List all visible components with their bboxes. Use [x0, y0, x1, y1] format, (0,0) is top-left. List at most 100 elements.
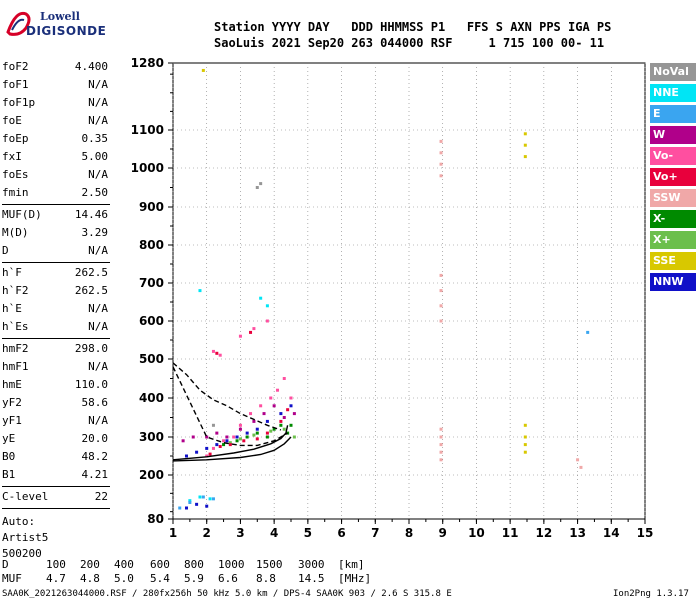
data-point [195, 502, 199, 506]
data-point [269, 429, 273, 433]
y-tick-label: 1000 [131, 161, 164, 175]
muf-value: 5.0 [114, 572, 134, 585]
y-tick-label: 900 [139, 200, 164, 214]
param-value: N/A [88, 96, 108, 109]
param-row: fxI 5.00 [2, 148, 108, 166]
param-name: foF2 [2, 60, 29, 73]
param-name: yF2 [2, 396, 22, 409]
x-tick-label: 12 [536, 526, 553, 540]
x-tick-label: 5 [304, 526, 312, 540]
param-name: MUF(D) [2, 208, 42, 221]
param-separator [2, 338, 110, 339]
y-tick-label: 800 [139, 238, 164, 252]
legend-item: Vo- [650, 147, 696, 165]
x-tick-label: 9 [439, 526, 447, 540]
trace-line [172, 362, 282, 431]
param-name: foEs [2, 168, 29, 181]
param-name: yE [2, 432, 16, 445]
param-value: 262.5 [74, 284, 108, 297]
data-point [272, 427, 276, 431]
data-point [439, 458, 443, 462]
param-value: 4.400 [74, 60, 108, 73]
param-name: h`F [2, 266, 22, 279]
autoscale-text: 500200 [2, 547, 42, 560]
data-point [222, 443, 226, 447]
data-point [289, 404, 293, 408]
data-point [218, 445, 222, 448]
x-tick-label: 10 [468, 526, 485, 540]
x-tick-label: 7 [371, 526, 379, 540]
data-point [245, 435, 249, 439]
data-point [439, 427, 443, 431]
param-row: foF1p N/A [2, 94, 108, 112]
data-point [222, 439, 226, 443]
x-tick-label: 15 [637, 526, 654, 540]
param-name: foE [2, 114, 22, 127]
data-point [269, 396, 273, 400]
data-point [178, 506, 182, 510]
legend-item: Vo+ [650, 168, 696, 186]
muf-label: MUF [2, 572, 22, 585]
param-name: hmF1 [2, 360, 29, 373]
param-name: hmE [2, 378, 22, 391]
data-point [292, 435, 296, 439]
station-header: Station YYYY DAY DDD HHMMSS P1 FFS S AXN… [214, 19, 611, 51]
data-point [181, 439, 185, 443]
data-point [211, 497, 215, 501]
data-point [255, 186, 259, 189]
data-point [198, 289, 202, 293]
data-point [265, 419, 269, 423]
distance-value: 600 [150, 558, 170, 571]
y-tick-label: 1100 [131, 123, 164, 137]
data-point [252, 433, 256, 437]
x-tick-label: 13 [569, 526, 586, 540]
param-name: B1 [2, 468, 16, 481]
trace-line [172, 366, 288, 447]
param-value: 20.0 [81, 432, 109, 445]
data-point [282, 427, 286, 431]
data-point [191, 435, 195, 439]
y-tick-label: 1280 [131, 56, 164, 70]
y-tick-label: 400 [139, 391, 164, 405]
data-point [215, 443, 219, 447]
param-value: N/A [88, 168, 108, 181]
data-point [439, 304, 443, 308]
data-point [235, 439, 239, 443]
data-point [205, 454, 209, 458]
data-point [184, 454, 188, 458]
data-point [265, 435, 269, 439]
param-value: 5.00 [81, 150, 109, 163]
data-point [265, 431, 269, 435]
data-point [184, 506, 188, 510]
legend-item: X- [650, 210, 696, 228]
data-point [439, 151, 443, 155]
data-point [586, 330, 590, 334]
legend-item: SSW [650, 189, 696, 207]
logo-mark-icon [6, 11, 31, 36]
data-point [265, 304, 269, 308]
data-point [205, 446, 209, 450]
data-point [276, 388, 280, 392]
param-row: h`E N/A [2, 300, 108, 318]
data-point [249, 330, 253, 334]
param-row: yF2 58.6 [2, 394, 108, 412]
x-tick-label: 11 [502, 526, 519, 540]
x-tick-label: 14 [603, 526, 620, 540]
param-row: C-level 22 [2, 488, 108, 506]
muf-value: 8.8 [256, 572, 276, 585]
param-name: h`E [2, 302, 22, 315]
param-name: h`F2 [2, 284, 29, 297]
distance-value: 3000 [298, 558, 325, 571]
param-row: h`F 262.5 [2, 264, 108, 282]
autoscale-text: Auto: [2, 515, 36, 528]
data-point [279, 423, 283, 427]
y-tick-label: 600 [139, 314, 164, 328]
param-value: 48.2 [81, 450, 109, 463]
data-point [232, 435, 236, 439]
param-value: N/A [88, 114, 108, 127]
trace-line [172, 436, 292, 462]
data-point [439, 139, 443, 143]
data-point [439, 443, 443, 447]
data-point [225, 435, 229, 439]
y-tick-label: 80 [147, 512, 164, 526]
